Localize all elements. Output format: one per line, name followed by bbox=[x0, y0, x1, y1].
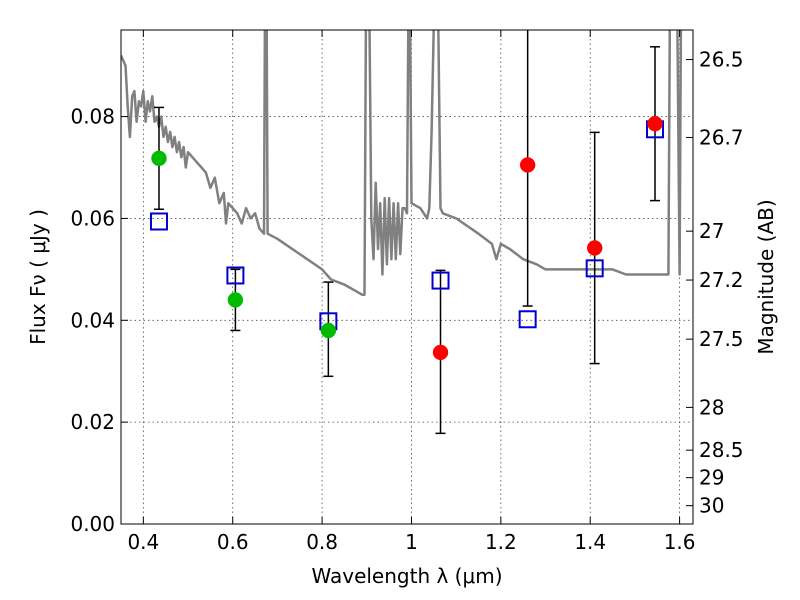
model-square-marker bbox=[149, 212, 168, 231]
x-axis: 0.4 0.6 0.8 1 1.2 1.4 1.6 bbox=[127, 30, 696, 554]
x-axis-title: Wavelength λ (μm) bbox=[311, 564, 502, 588]
mag-tick-label: 28 bbox=[699, 395, 724, 419]
x-tick-label: 0.8 bbox=[306, 530, 338, 554]
mag-tick-label: 27 bbox=[699, 219, 724, 243]
model-spectrum-line bbox=[121, 30, 683, 297]
y-tick-label: 0.06 bbox=[70, 206, 115, 230]
data-point-marker bbox=[227, 292, 244, 308]
mag-tick-label: 26.5 bbox=[699, 48, 744, 72]
plot-frame bbox=[120, 29, 694, 525]
y-tick-label: 0.04 bbox=[70, 308, 115, 332]
x-tick-label: 1 bbox=[405, 530, 418, 554]
data-point-marker bbox=[647, 115, 663, 132]
x-tick-label: 0.4 bbox=[127, 530, 159, 554]
y-tick-label: 0.08 bbox=[70, 105, 115, 129]
data-point-marker bbox=[519, 157, 536, 173]
x-tick-label: 1.4 bbox=[574, 530, 606, 554]
y-tick-label: 0.00 bbox=[70, 512, 115, 536]
mag-tick-label: 27.2 bbox=[699, 268, 744, 292]
y-axis-title: Flux Fν ( μJy ) bbox=[26, 209, 50, 345]
y-axis-right: 26.5 26.7 27 27.2 27.5 28 28.5 29 30 bbox=[686, 48, 744, 518]
data-point-marker bbox=[586, 240, 603, 256]
mag-tick-label: 27.5 bbox=[699, 327, 744, 351]
x-tick-label: 1.2 bbox=[485, 530, 517, 554]
mag-tick-label: 30 bbox=[699, 494, 724, 518]
model-square-marker bbox=[431, 271, 450, 290]
data-point-marker bbox=[432, 344, 449, 361]
y-tick-label: 0.02 bbox=[70, 410, 115, 434]
mag-tick-label: 29 bbox=[699, 466, 724, 490]
y-axis-left: 0.00 0.02 0.04 0.06 0.08 bbox=[70, 105, 128, 536]
spectrum-layer bbox=[121, 30, 683, 297]
y-axis-right-title: Magnitude (AB) bbox=[754, 199, 778, 354]
mag-tick-label: 26.7 bbox=[699, 125, 744, 149]
mag-tick-label: 28.5 bbox=[699, 438, 744, 462]
x-tick-label: 0.6 bbox=[217, 530, 249, 554]
model-square-marker bbox=[226, 266, 245, 285]
marker-layer bbox=[149, 115, 665, 361]
x-tick-label: 1.6 bbox=[664, 530, 696, 554]
model-square-marker bbox=[518, 310, 537, 329]
model-square-marker bbox=[585, 259, 604, 278]
data-point-marker bbox=[151, 150, 167, 167]
data-point-marker bbox=[320, 322, 337, 339]
